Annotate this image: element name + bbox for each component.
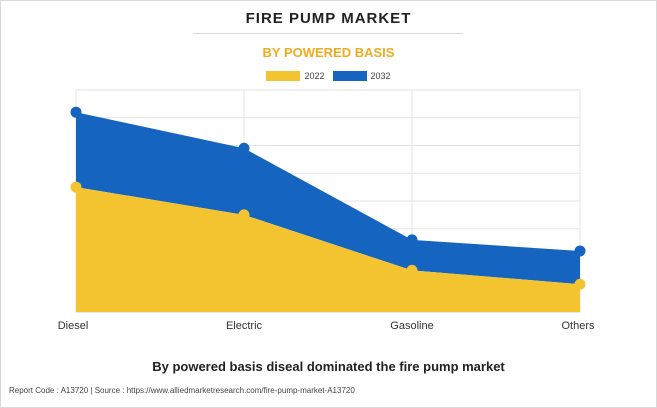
point-2032-diesel[interactable] bbox=[70, 106, 82, 118]
x-axis-labels: Diesel Electric Gasoline Others bbox=[58, 320, 595, 332]
legend-item-2032[interactable]: 2032 bbox=[332, 71, 391, 81]
point-2032-electric[interactable] bbox=[238, 142, 250, 154]
point-2032-others[interactable] bbox=[574, 245, 586, 257]
legend: 2022 2032 bbox=[0, 71, 657, 81]
x-tick-label: Others bbox=[561, 320, 595, 332]
area-series-2022[interactable] bbox=[76, 187, 580, 312]
report-footer: Report Code : A13720 | Source : https://… bbox=[9, 386, 355, 395]
point-2022-others[interactable] bbox=[574, 278, 586, 290]
point-2022-diesel[interactable] bbox=[70, 181, 82, 193]
legend-label-2032: 2032 bbox=[370, 71, 391, 81]
chart-caption: By powered basis diseal dominated the fi… bbox=[152, 359, 505, 374]
legend-label-2022: 2022 bbox=[304, 71, 325, 81]
legend-swatch-2032 bbox=[332, 71, 367, 81]
x-tick-label: Gasoline bbox=[390, 320, 433, 332]
point-2022-gasoline[interactable] bbox=[406, 264, 418, 276]
area-series-2032[interactable] bbox=[76, 112, 580, 285]
point-2022-electric[interactable] bbox=[238, 209, 250, 221]
legend-swatch-2022 bbox=[266, 71, 301, 81]
area-layers bbox=[76, 112, 580, 312]
point-2032-gasoline[interactable] bbox=[406, 234, 418, 246]
data-points bbox=[70, 106, 586, 290]
legend-item-2022[interactable]: 2022 bbox=[266, 71, 325, 81]
x-tick-label: Diesel bbox=[58, 320, 89, 332]
chart-title: FIRE PUMP MARKET bbox=[245, 10, 412, 27]
chart-subtitle: BY POWERED BASIS bbox=[262, 45, 395, 60]
x-tick-label: Electric bbox=[226, 320, 263, 332]
title-divider bbox=[193, 33, 463, 34]
